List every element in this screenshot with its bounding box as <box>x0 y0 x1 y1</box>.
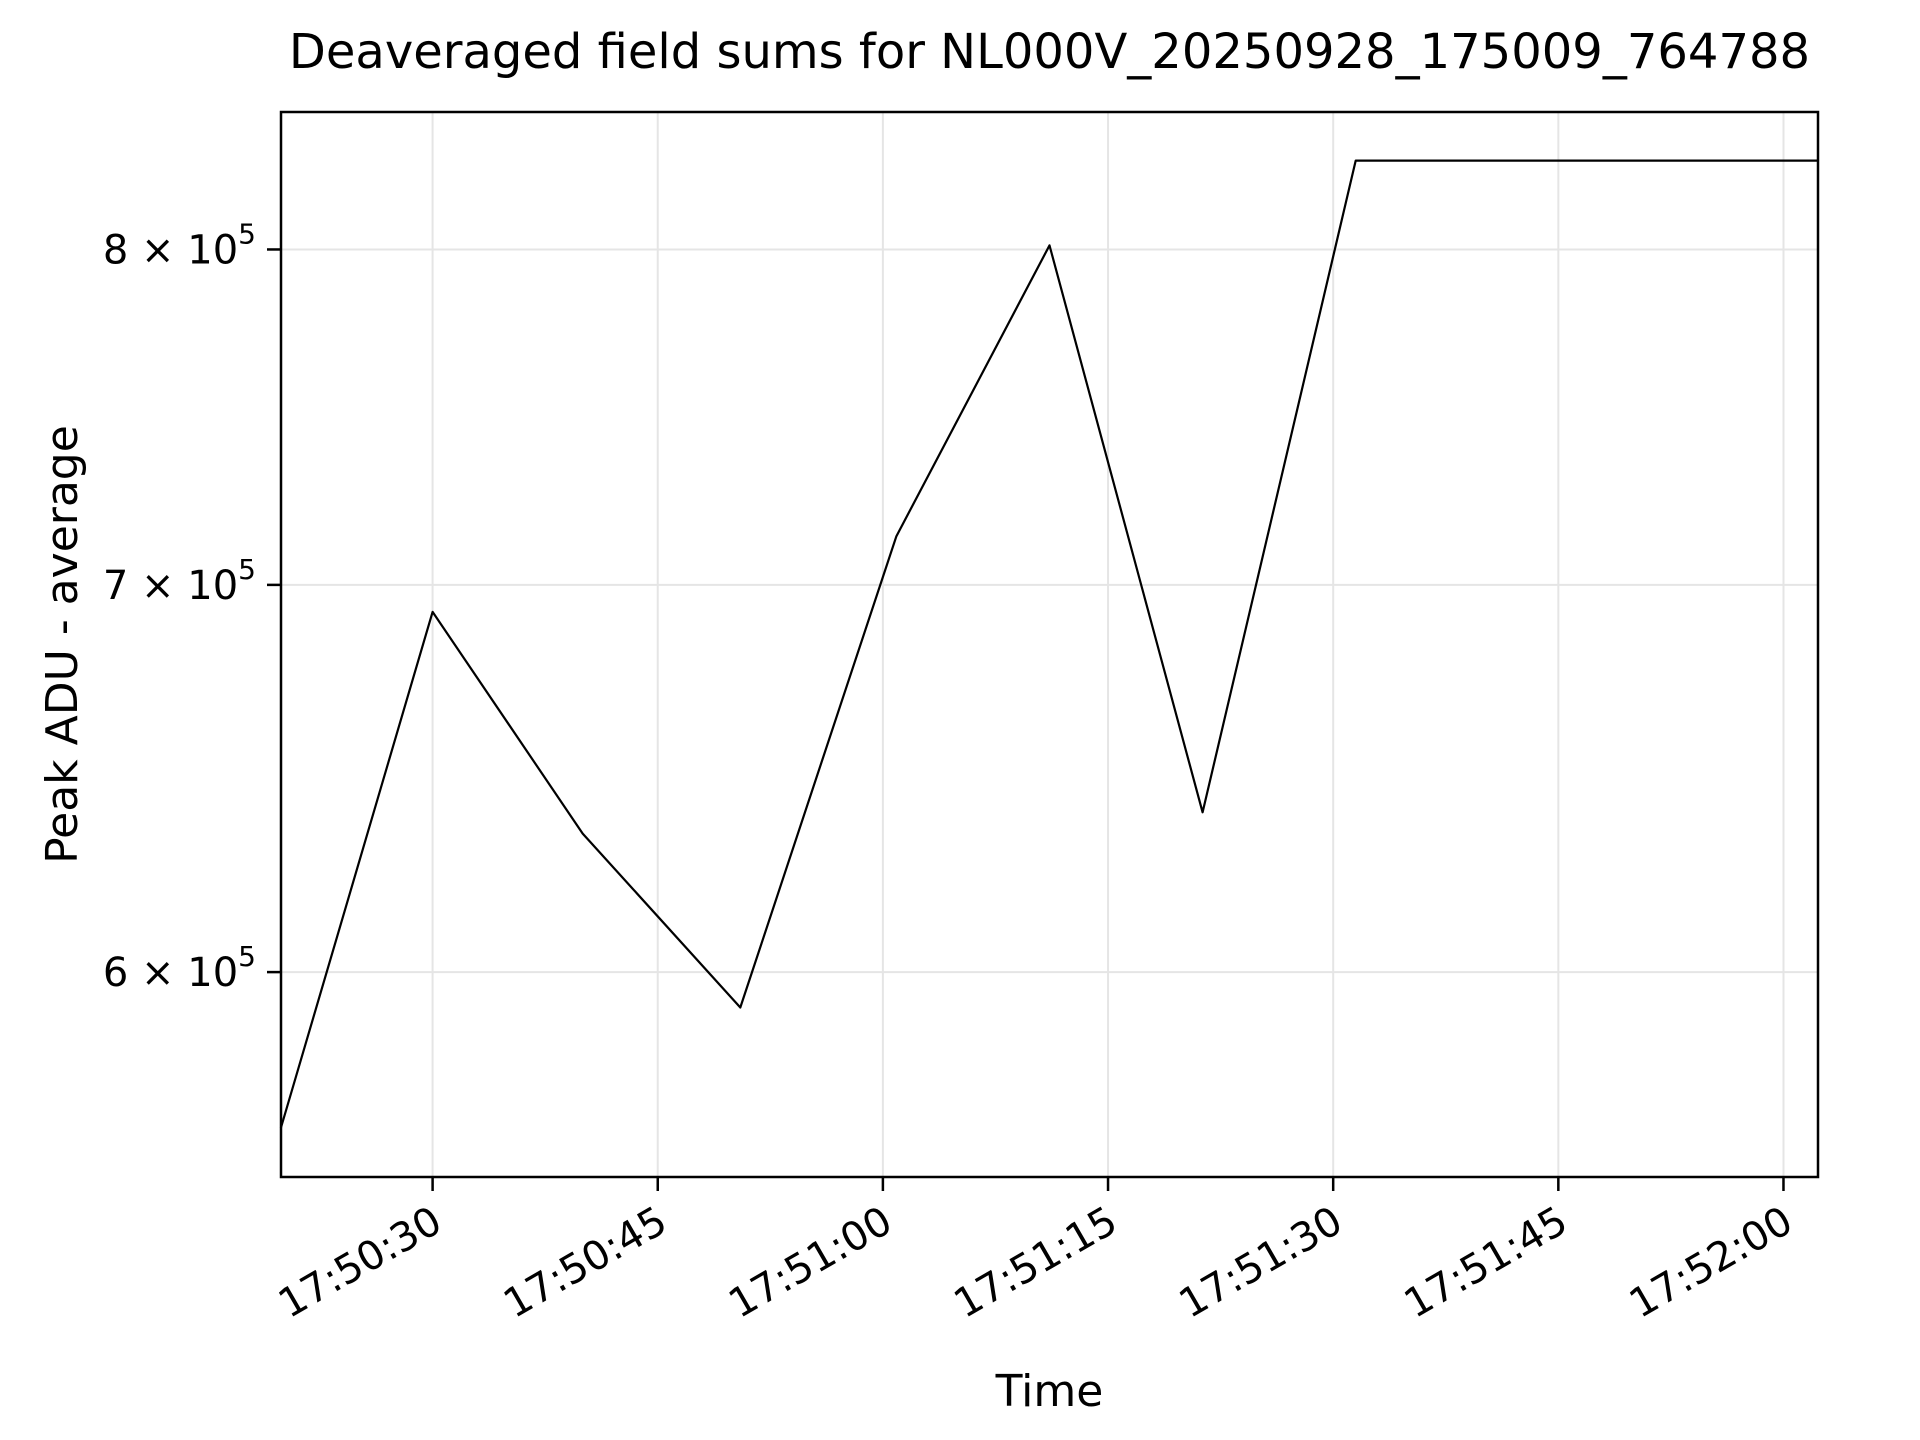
grid-layer <box>281 112 1818 1177</box>
data-line <box>279 159 1820 1129</box>
y-tick-exponent: 5 <box>238 217 256 250</box>
tick-label-layer: 17:50:30 17:50:45 17:51:00 17:51:15 17:51:30… <box>103 217 1801 1327</box>
x-tick-label: 17:52:00 <box>1622 1198 1801 1328</box>
x-tick-label: 17:51:15 <box>946 1198 1125 1328</box>
x-tick-label: 17:51:45 <box>1397 1198 1576 1328</box>
y-tick-exponent: 5 <box>238 940 256 973</box>
data-layer <box>279 159 1820 1129</box>
x-axis-label: Time <box>995 1366 1104 1417</box>
y-tick-exponent: 5 <box>238 553 256 586</box>
x-tick-label: 17:51:00 <box>721 1198 900 1328</box>
x-tick-label: 17:50:30 <box>271 1198 450 1328</box>
axes-layer <box>267 110 1820 1191</box>
y-tick-label: 7 × 105 <box>103 553 256 609</box>
y-tick-label: 8 × 105 <box>103 217 256 273</box>
chart-title: Deaveraged field sums for NL000V_2025092… <box>288 24 1811 80</box>
y-tick-label: 6 × 105 <box>103 940 256 996</box>
x-tick-label: 17:51:30 <box>1172 1198 1351 1328</box>
plot-border <box>279 110 1820 1179</box>
x-tick-label: 17:50:45 <box>496 1198 675 1328</box>
